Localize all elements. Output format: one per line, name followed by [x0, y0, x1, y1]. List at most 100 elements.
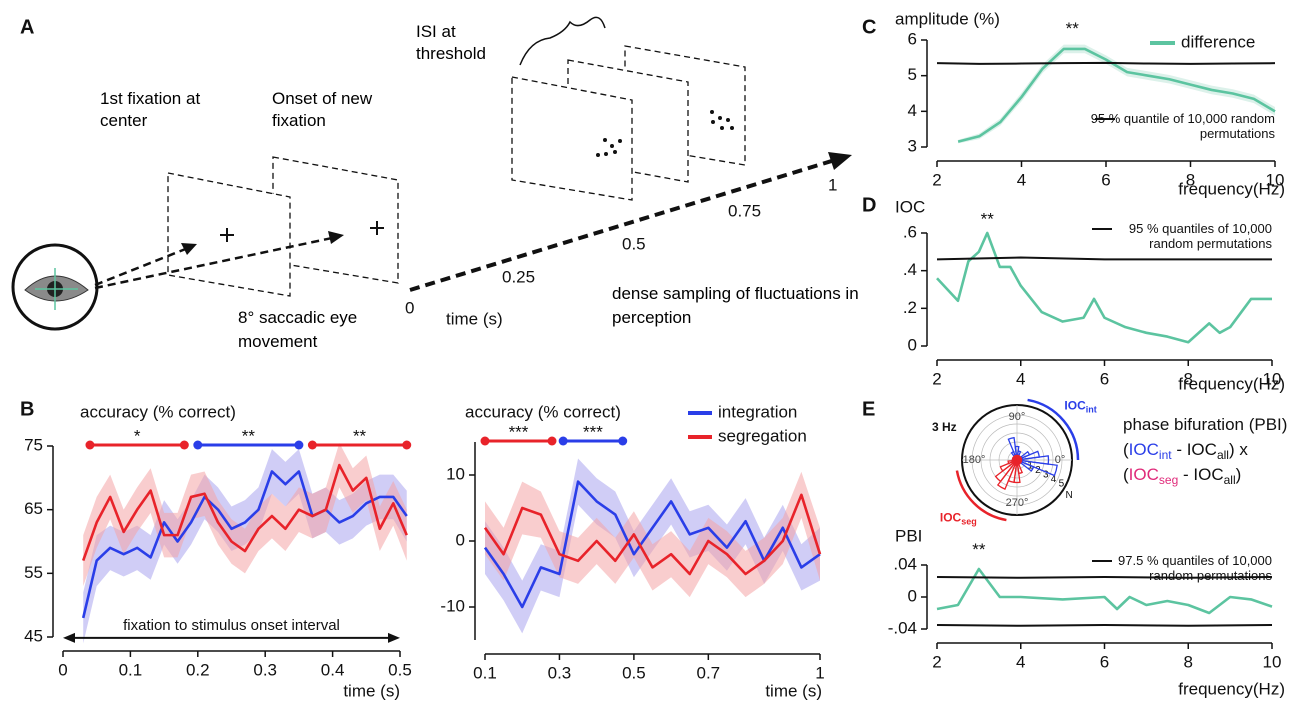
range-arc — [955, 470, 1007, 522]
x-tick-label: 8 — [1184, 652, 1193, 671]
fixation-cross — [220, 228, 234, 242]
rose-bar — [1016, 450, 1041, 461]
legend-label: segregation — [718, 426, 807, 445]
y-tick-label: 55 — [24, 563, 43, 582]
brace — [519, 16, 606, 66]
x-tick-label: 8 — [1184, 369, 1193, 388]
x-tick-label: 0 — [58, 660, 67, 679]
significance-end — [558, 436, 568, 446]
interval-label: fixation to stimulus onset interval — [123, 617, 340, 634]
significance-end — [307, 440, 317, 450]
y-tick-label: 75 — [24, 435, 43, 454]
formula-text: ( — [1123, 465, 1129, 484]
arrow-head — [328, 231, 344, 244]
x-tick-label: 6 — [1100, 652, 1109, 671]
formula-text: IOC — [1129, 440, 1159, 459]
x-tick-label: 4 — [1017, 170, 1026, 189]
formula-sub: all — [1224, 473, 1236, 487]
y-tick-label: 6 — [908, 29, 917, 48]
label-box: Onset of new fixation — [272, 89, 373, 130]
arrow-head — [388, 632, 400, 643]
legend-box: 95 % quantiles of 10,000 random permutat… — [1129, 221, 1272, 251]
y-tick-label: -10 — [440, 596, 465, 615]
arc-label-name: IOC — [940, 511, 962, 525]
panel-label: C — [862, 16, 876, 38]
significance-end — [193, 440, 203, 450]
y-tick-label: 10 — [446, 464, 465, 483]
panel-label: A — [20, 16, 34, 38]
time-arrow — [409, 158, 836, 292]
x-tick-label: 8 — [1186, 170, 1195, 189]
rose-bar — [1007, 436, 1018, 461]
angle-tick-label: 180° — [963, 454, 986, 466]
panel-label: D — [862, 194, 876, 216]
r-tick-label: 2 — [1035, 465, 1041, 476]
y-tick-label: .2 — [903, 298, 917, 317]
arrow-head — [63, 632, 75, 643]
panel-label: E — [862, 398, 875, 420]
formula-text: ) x — [1229, 440, 1248, 459]
series-line — [81, 470, 408, 619]
arc-label-sub: int — [1086, 405, 1097, 415]
frame — [272, 156, 399, 284]
arc-label-sub: seg — [961, 517, 977, 527]
x-tick-label: 0.5 — [388, 660, 412, 679]
series-line — [936, 567, 1273, 615]
x-tick-label: 4 — [1016, 652, 1025, 671]
significance-label: *** — [583, 422, 603, 441]
x-axis-label: frequency(Hz) — [1178, 679, 1285, 698]
chart-title: accuracy (% correct) — [465, 402, 621, 421]
annotation: ** — [981, 209, 995, 228]
error-band — [83, 442, 407, 587]
first-fixation-label: 1st fixation at center — [100, 89, 201, 130]
chart-title: IOC — [895, 197, 925, 216]
time-tick: 0.75 — [728, 201, 761, 220]
y-tick-label: 0 — [456, 530, 465, 549]
r-tick-label: 4 — [1051, 474, 1057, 485]
significance-label: * — [134, 426, 141, 445]
series-line — [936, 231, 1272, 344]
rose-bar — [1016, 450, 1031, 461]
x-tick-label: 0.2 — [186, 660, 210, 679]
angle-tick-label: 270° — [1006, 497, 1029, 509]
arc-label: IOCint — [1064, 399, 1096, 415]
r-tick-label: 5 — [1059, 479, 1065, 490]
y-tick-label: .4 — [903, 260, 917, 279]
angle-tick-label: 90° — [1009, 411, 1026, 423]
new-fixation-label: Onset of new fixation — [272, 89, 373, 130]
x-axis-label: time (s) — [765, 681, 822, 700]
x-tick-label: 0.1 — [473, 663, 497, 682]
legend-box: 95 % quantile of 10,000 random permutati… — [1091, 111, 1275, 141]
series-line — [483, 493, 822, 576]
polar-title: 3 Hz — [932, 420, 957, 434]
significance-end — [402, 440, 412, 450]
annotation: ** — [1066, 19, 1080, 38]
formula-sub: int — [1159, 448, 1172, 462]
chart-title: accuracy (% correct) — [80, 402, 236, 421]
formula-line: phase bifuration (PBI) = — [1123, 415, 1290, 434]
r-axis-label: N — [1066, 490, 1073, 501]
arrow — [94, 236, 333, 290]
formula-text: IOC — [1129, 465, 1159, 484]
x-axis-label: time (s) — [343, 681, 400, 700]
rose-bar — [1016, 459, 1023, 463]
panel-a: A B C D E 1st fixation at center Onset o… — [11, 16, 876, 420]
y-tick-label: 0 — [908, 335, 917, 354]
isi-label: ISI at threshold — [416, 22, 486, 63]
x-tick-label: 10 — [1263, 652, 1282, 671]
series-line — [936, 61, 1276, 65]
time-tick: 1 — [828, 175, 837, 194]
significance-end — [179, 440, 189, 450]
x-tick-label: 10 — [1263, 369, 1282, 388]
chart-title: PBI — [895, 526, 922, 545]
range-arc — [1027, 398, 1080, 461]
y-tick-label: 65 — [24, 499, 43, 518]
legend-box: 97.5 % quantiles of 10,000 random permut… — [1118, 553, 1272, 583]
saccade-label: 8° saccadic eye movement — [238, 308, 358, 351]
series-line — [957, 47, 1276, 143]
arrow — [94, 246, 189, 287]
x-axis-label: frequency(Hz) — [1178, 374, 1285, 393]
chart-title: amplitude (%) — [895, 9, 1000, 28]
angle-tick-label: 0° — [1055, 454, 1066, 466]
